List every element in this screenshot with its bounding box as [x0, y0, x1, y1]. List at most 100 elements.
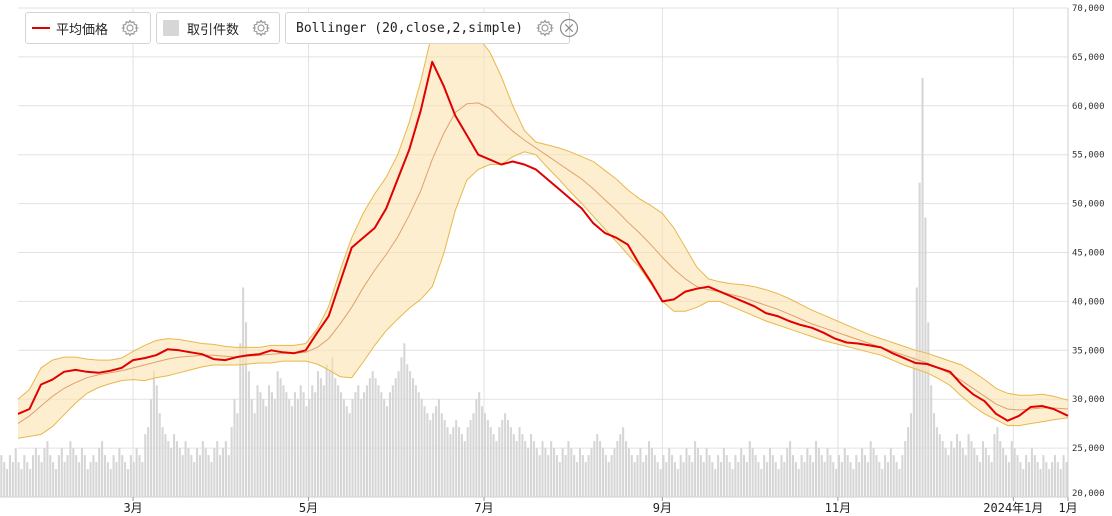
volume-bar [996, 427, 999, 497]
volume-bar [645, 455, 648, 497]
volume-bar [909, 413, 913, 497]
volume-bar [748, 441, 751, 497]
volume-bar [1039, 469, 1042, 497]
legend-average-price[interactable]: 平均価格 [25, 12, 151, 44]
volume-bar [98, 448, 101, 497]
volume-bar [230, 427, 233, 497]
volume-bar [244, 322, 248, 497]
volume-bar [509, 427, 512, 497]
close-icon[interactable] [559, 18, 579, 38]
volume-bar [121, 455, 124, 497]
volume-bar [432, 413, 435, 497]
volume-bar [1036, 462, 1039, 497]
volume-bar [158, 413, 161, 497]
volume-bar [725, 455, 728, 497]
volume-bar [1022, 469, 1025, 497]
volume-bar [345, 406, 348, 497]
volume-bar [204, 448, 207, 497]
volume-bar [299, 385, 302, 497]
bollinger-fill [18, 12, 1068, 439]
legend-bollinger[interactable]: Bollinger (20,close,2,simple) [285, 12, 579, 44]
volume-bar [918, 182, 921, 497]
volume-bar [561, 448, 564, 497]
volume-bar [354, 392, 357, 497]
trade-count-swatch [163, 20, 179, 36]
volume-bar [665, 462, 668, 497]
legend-trade-count[interactable]: 取引件数 [156, 12, 280, 44]
volume-bar [576, 462, 579, 497]
volume-bar [1004, 455, 1008, 497]
volume-bar [671, 455, 674, 497]
volume-bar [731, 469, 734, 497]
volume-bar [1048, 469, 1051, 497]
volume-bar [912, 357, 915, 497]
gear-icon[interactable] [251, 18, 271, 38]
volume-bar [907, 427, 910, 497]
volume-bar [558, 462, 561, 497]
volume-bar [705, 448, 708, 497]
gear-icon[interactable] [535, 18, 555, 38]
bollinger-lower-line [17, 151, 1069, 439]
volume-bar [250, 399, 253, 497]
volume-bar [201, 441, 204, 497]
volume-bar [316, 371, 320, 497]
volume-bar [63, 462, 66, 497]
volume-bar [852, 469, 855, 497]
volume-bar [956, 434, 959, 497]
volume-bar [944, 448, 947, 497]
volume-bar [648, 441, 651, 497]
gear-icon[interactable] [120, 18, 140, 38]
volume-bar [446, 427, 449, 497]
volume-bar [14, 448, 17, 497]
volume-bar [953, 448, 956, 497]
volume-bar [285, 392, 288, 497]
volume-bar [302, 392, 305, 497]
volume-bar [282, 385, 285, 497]
volume-bar [694, 441, 697, 497]
volume-bar [239, 343, 242, 497]
volume-bar [452, 427, 455, 497]
volume-bar [475, 399, 478, 497]
volume-bar [69, 441, 72, 497]
volume-bar [691, 462, 694, 497]
volume-bar [783, 462, 786, 497]
y-tick-label: 40,000 [1072, 297, 1105, 307]
volume-bar [840, 462, 843, 497]
volume-bar [521, 434, 524, 497]
y-tick-label: 35,000 [1072, 346, 1105, 356]
volume-bar [449, 434, 452, 497]
volume-bar [846, 455, 849, 497]
volume-bar [714, 469, 717, 497]
y-tick-label: 20,000 [1072, 489, 1105, 499]
volume-bar [927, 322, 930, 497]
volume-bar [866, 462, 869, 497]
volume-bar [869, 441, 872, 497]
volume-bar [469, 420, 472, 497]
volume-bar [993, 434, 996, 497]
volume-bar [411, 378, 415, 497]
volume-bar [653, 455, 656, 497]
volume-bar [668, 448, 671, 497]
volume-bar [397, 371, 400, 497]
volume-bar [124, 462, 127, 497]
volume-bar [334, 378, 337, 497]
volume-bar [990, 462, 993, 497]
volume-bar [564, 455, 567, 497]
volume-bar [999, 441, 1002, 497]
volume-bar [40, 462, 43, 497]
volume-bar [737, 462, 740, 497]
volume-bar [20, 469, 23, 497]
volume-bar [17, 462, 20, 497]
volume-bar [296, 399, 299, 497]
volume-bar [656, 462, 659, 497]
volume-bar [26, 462, 29, 497]
volume-bar [360, 399, 363, 497]
volume-bar [1025, 455, 1028, 497]
volume-bar [224, 441, 227, 497]
volume-bar [803, 462, 806, 497]
volume-bar [688, 455, 691, 497]
x-tick-label: 2024年1月 [983, 501, 1043, 515]
volume-bar [702, 462, 705, 497]
volume-bar [247, 371, 250, 497]
volume-bar [535, 448, 538, 497]
